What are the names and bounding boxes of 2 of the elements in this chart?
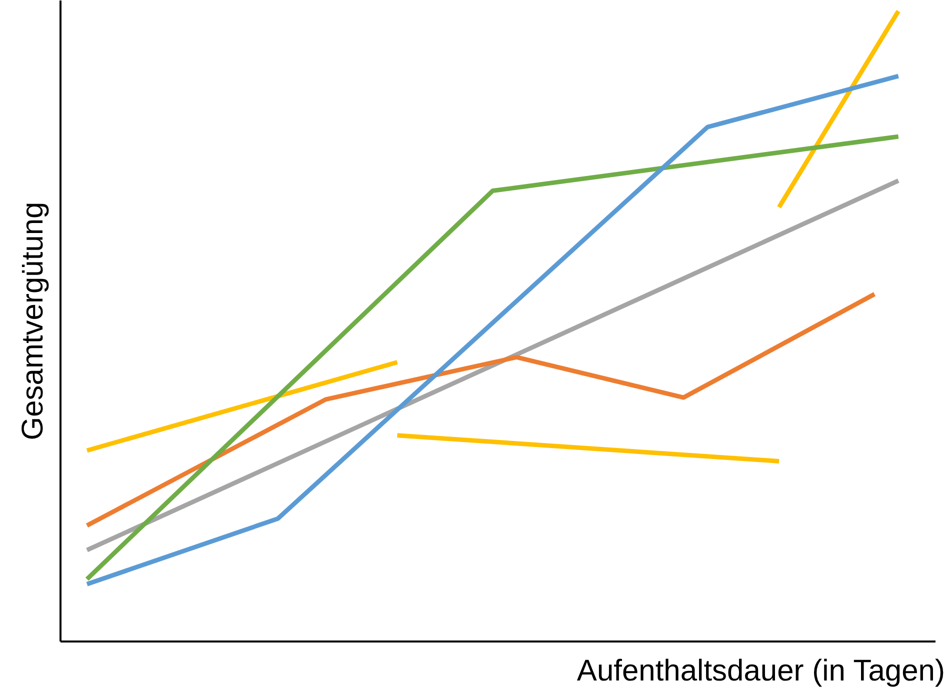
- y-axis-title: Gesamtvergütung: [16, 202, 50, 440]
- x-axis-title: Aufenthaltsdauer (in Tagen): [576, 654, 945, 688]
